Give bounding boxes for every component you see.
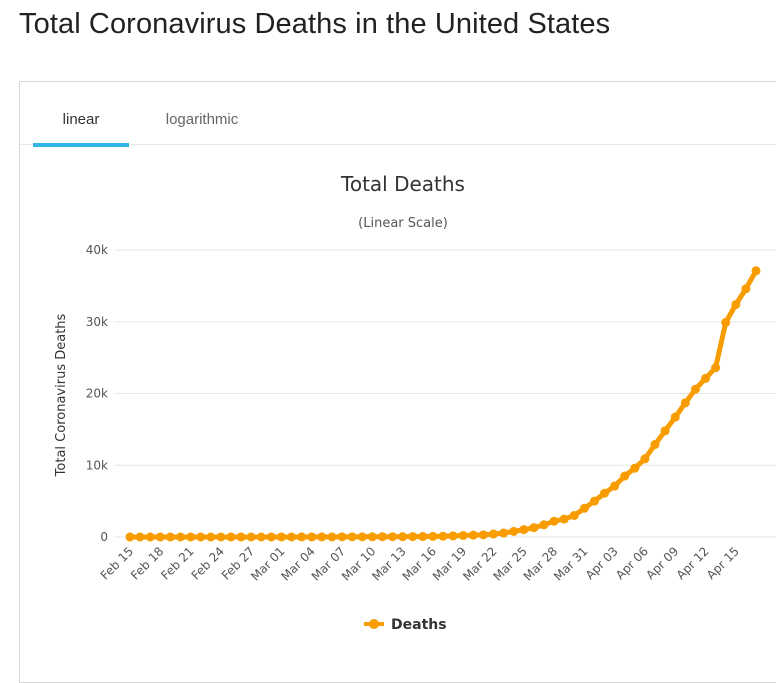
- data-point[interactable]: [468, 530, 478, 540]
- data-point[interactable]: [640, 454, 650, 464]
- data-point[interactable]: [357, 532, 367, 542]
- data-point[interactable]: [246, 532, 256, 542]
- data-point[interactable]: [327, 532, 337, 542]
- x-tick-label: Feb 15: [98, 544, 136, 582]
- chart-panel: linear logarithmic: [19, 81, 776, 683]
- x-tick-label: Mar 31: [551, 544, 590, 583]
- data-point[interactable]: [721, 317, 731, 327]
- data-point[interactable]: [276, 532, 286, 542]
- data-point[interactable]: [620, 471, 630, 481]
- y-axis-ticks: 0 10k 20k 30k 40k: [86, 243, 108, 544]
- data-point[interactable]: [660, 426, 670, 436]
- legend[interactable]: Deaths: [364, 617, 447, 633]
- chart-title: Total Deaths: [340, 172, 465, 196]
- data-point[interactable]: [165, 532, 175, 542]
- data-point[interactable]: [600, 488, 610, 498]
- data-point[interactable]: [418, 532, 428, 542]
- data-point[interactable]: [741, 284, 751, 294]
- data-point[interactable]: [690, 384, 700, 394]
- series-line: [127, 268, 759, 540]
- legend-marker-symbol: [369, 619, 379, 629]
- series-deaths: [125, 266, 761, 542]
- data-point[interactable]: [478, 530, 488, 540]
- data-point[interactable]: [610, 481, 620, 491]
- data-point[interactable]: [388, 532, 398, 542]
- data-point[interactable]: [579, 503, 589, 513]
- data-point[interactable]: [256, 532, 266, 542]
- tab-linear[interactable]: linear: [33, 82, 129, 147]
- data-point[interactable]: [529, 523, 539, 533]
- data-point[interactable]: [367, 532, 377, 542]
- data-point[interactable]: [175, 532, 185, 542]
- x-tick-label: Apr 09: [643, 544, 681, 582]
- scale-tabs: linear logarithmic: [20, 82, 776, 147]
- chart-subtitle: (Linear Scale): [358, 216, 448, 231]
- data-point[interactable]: [509, 526, 519, 536]
- data-point[interactable]: [125, 532, 135, 542]
- x-tick-label: Feb 18: [128, 544, 166, 582]
- data-point[interactable]: [559, 514, 569, 524]
- x-tick-label: Apr 15: [704, 544, 742, 582]
- y-axis-label: Total Coronavirus Deaths: [54, 313, 69, 477]
- data-point[interactable]: [680, 398, 690, 408]
- data-point[interactable]: [206, 532, 216, 542]
- data-point[interactable]: [196, 532, 206, 542]
- data-point[interactable]: [428, 531, 438, 541]
- legend-label-deaths: Deaths: [391, 617, 447, 633]
- y-tick-label: 20k: [86, 387, 108, 401]
- tab-logarithmic[interactable]: logarithmic: [165, 111, 239, 128]
- x-tick-label: Apr 06: [613, 544, 651, 582]
- data-point[interactable]: [701, 373, 711, 383]
- data-point[interactable]: [438, 531, 448, 541]
- data-point[interactable]: [287, 532, 297, 542]
- data-point[interactable]: [398, 532, 408, 542]
- data-point[interactable]: [347, 532, 357, 542]
- data-point[interactable]: [499, 528, 509, 538]
- y-tick-label: 30k: [86, 315, 108, 329]
- data-point[interactable]: [145, 532, 155, 542]
- data-point[interactable]: [650, 439, 660, 449]
- data-point[interactable]: [630, 463, 640, 473]
- data-point[interactable]: [549, 516, 559, 526]
- data-point[interactable]: [226, 532, 236, 542]
- gridlines: [115, 249, 776, 538]
- data-point[interactable]: [458, 531, 468, 541]
- y-tick-label: 0: [100, 530, 108, 544]
- data-point[interactable]: [589, 496, 599, 506]
- data-point[interactable]: [539, 520, 549, 530]
- data-point[interactable]: [731, 300, 741, 310]
- data-point[interactable]: [307, 532, 317, 542]
- data-point[interactable]: [569, 510, 579, 520]
- data-point[interactable]: [216, 532, 226, 542]
- data-point[interactable]: [135, 532, 145, 542]
- page-title: Total Coronavirus Deaths in the United S…: [19, 8, 611, 40]
- data-point[interactable]: [337, 532, 347, 542]
- data-point[interactable]: [711, 363, 721, 373]
- data-point[interactable]: [155, 532, 165, 542]
- data-point[interactable]: [519, 525, 529, 535]
- x-tick-label: Apr 12: [674, 544, 712, 582]
- x-tick-label: Feb 24: [189, 544, 227, 582]
- deaths-chart: Total Deaths (Linear Scale) Total Corona…: [54, 172, 776, 633]
- data-point[interactable]: [317, 532, 327, 542]
- x-tick-label: Apr 03: [583, 544, 621, 582]
- data-point[interactable]: [751, 266, 761, 276]
- data-point[interactable]: [236, 532, 246, 542]
- data-point[interactable]: [670, 412, 680, 422]
- y-tick-label: 40k: [86, 243, 108, 257]
- data-point[interactable]: [488, 529, 498, 539]
- data-point[interactable]: [266, 532, 276, 542]
- data-point[interactable]: [186, 532, 196, 542]
- y-tick-label: 10k: [86, 458, 108, 472]
- data-point[interactable]: [297, 532, 307, 542]
- data-point[interactable]: [448, 531, 458, 541]
- data-point[interactable]: [377, 532, 387, 542]
- x-tick-label: Feb 21: [158, 544, 196, 582]
- data-point[interactable]: [408, 532, 418, 542]
